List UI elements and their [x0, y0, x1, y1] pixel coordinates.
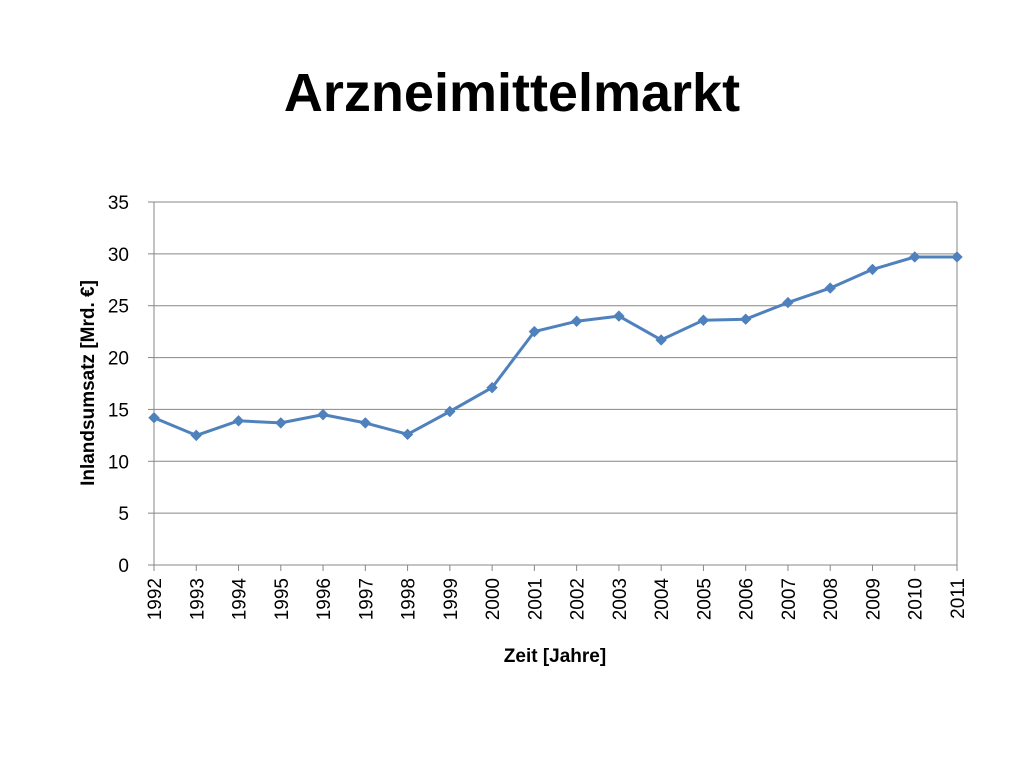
x-tick-labels: 1992 1993 1994 1995 1996 1997 1998 1999 2000 2001…	[145, 578, 969, 621]
y-axis-label: Inlandsumsatz [Mrd. €]	[78, 280, 99, 486]
data-point	[317, 408, 329, 421]
x-tick-label: 2000	[483, 578, 504, 620]
y-tick-label: 10	[108, 452, 129, 473]
data-point	[486, 381, 498, 394]
x-tick-label: 2002	[568, 578, 589, 620]
data-point	[275, 417, 287, 429]
data-point	[909, 251, 921, 263]
x-tick-label: 2010	[906, 578, 927, 620]
data-point	[401, 428, 414, 441]
x-tick-label: 2007	[779, 578, 800, 620]
data-point	[782, 296, 794, 309]
data-point	[697, 314, 710, 326]
series-line	[152, 255, 959, 437]
data-point	[190, 429, 202, 442]
x-tick-label: 1993	[187, 578, 208, 620]
y-tick-label: 35	[108, 193, 129, 214]
data-point	[359, 417, 372, 429]
x-tick-label: 1992	[145, 578, 166, 620]
data-point	[232, 415, 245, 427]
axes	[148, 201, 958, 571]
x-tick-label: 1994	[230, 578, 251, 621]
x-tick-label: 2008	[821, 578, 842, 620]
x-tick-label: 1996	[314, 578, 335, 620]
y-tick-labels: 0 5 10 15 20 25 30 35	[108, 193, 129, 577]
x-tick-label: 2006	[737, 578, 758, 620]
x-tick-label: 1997	[356, 578, 377, 620]
x-axis-label: Zeit [Jahre]	[504, 646, 606, 667]
data-point	[951, 251, 963, 263]
y-tick-label: 30	[108, 245, 129, 266]
data-point	[613, 310, 625, 322]
x-tick-label: 1999	[441, 578, 462, 620]
data-point	[570, 315, 583, 327]
y-tick-label: 15	[108, 400, 129, 421]
slide-title: Arzneimittelmarkt	[283, 63, 741, 123]
y-tick-label: 25	[108, 297, 129, 318]
series-layer	[148, 251, 963, 442]
data-point	[866, 263, 879, 276]
x-tick-label: 1995	[272, 578, 293, 620]
x-tick-label: 2011	[948, 578, 969, 619]
data-point	[655, 334, 667, 346]
data-point	[824, 282, 836, 294]
x-tick-label: 2004	[652, 578, 673, 621]
y-tick-label: 0	[118, 556, 129, 577]
data-point	[528, 325, 541, 338]
y-tick-label: 5	[118, 504, 129, 525]
data-point	[148, 412, 160, 424]
x-tick-label: 1998	[399, 578, 420, 620]
x-tick-label: 2005	[694, 578, 715, 620]
grid-lines	[154, 201, 957, 514]
x-tick-label: 2001	[525, 578, 546, 620]
data-point	[739, 313, 752, 325]
x-tick-label: 2003	[610, 578, 631, 620]
y-tick-label: 20	[108, 349, 129, 370]
x-tick-label: 2009	[863, 578, 884, 620]
data-point	[444, 405, 456, 418]
